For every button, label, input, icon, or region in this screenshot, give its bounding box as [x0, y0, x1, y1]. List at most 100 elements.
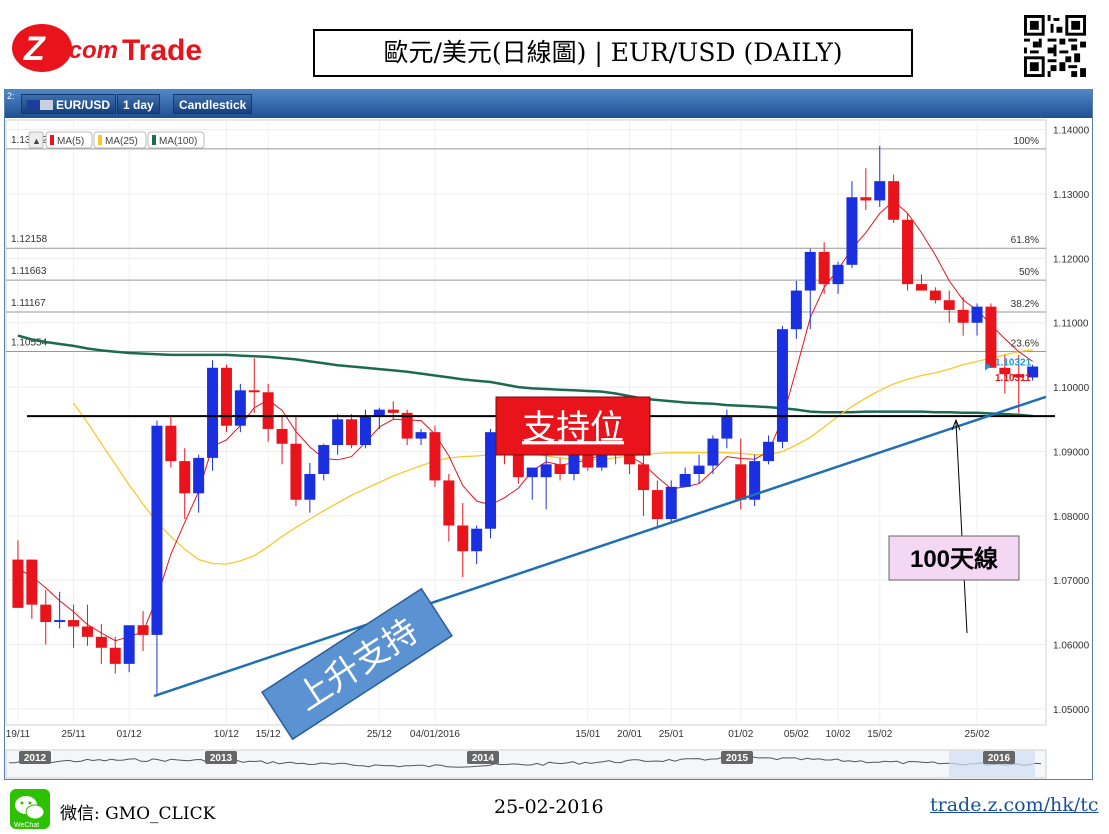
fib-level-label: 38.2%: [1011, 299, 1039, 310]
date-tick-label: 25/12: [367, 729, 392, 740]
moving-averages: [17, 200, 1033, 642]
candle-down: [957, 309, 969, 323]
collapse-arrow-icon: ▲: [32, 136, 41, 146]
legend-toggle-button[interactable]: [28, 131, 44, 149]
symbol-selector[interactable]: EUR/USD: [21, 94, 117, 114]
qr-code-icon: [1024, 15, 1086, 77]
navigator-series-line: [9, 756, 1042, 768]
candle-down: [512, 448, 524, 478]
price-tick-label: 1.08000: [1053, 512, 1090, 523]
navigator-year-label: 2012: [24, 753, 47, 764]
svg-text:.com: .com: [62, 37, 118, 64]
candle-down: [109, 647, 121, 664]
legend-ma25[interactable]: [93, 131, 147, 149]
navigator-year-badge: [19, 751, 51, 764]
price-tick-label: 1.05000: [1053, 705, 1090, 716]
callout-pointer: [955, 422, 968, 634]
price-tick-label: 1.12000: [1053, 254, 1090, 265]
candle-up: [373, 409, 385, 417]
legend-ma25-label: MA(25): [105, 136, 138, 147]
chart-toolbar: 2: EUR/USD 1 day Candlestick: [5, 90, 1092, 118]
support-label-box: [495, 396, 651, 456]
wechat-id: 微信: GMO_CLICK: [60, 804, 216, 824]
candlestick-chart: 1.13702100%1.1215861.8%1.1166350%1.11167…: [5, 119, 1090, 779]
price-tick-label: 1.13000: [1053, 190, 1090, 201]
date-tick-label: 25/02: [965, 729, 990, 740]
candle-up: [485, 432, 497, 529]
candle-down: [262, 392, 274, 429]
date-tick-label: 15/12: [256, 729, 281, 740]
candle-down: [651, 490, 663, 520]
zcom-trade-logo: Z .com Trade: [12, 24, 202, 72]
candle-down: [929, 290, 941, 301]
price-axis: 1.14000 1.13000 1.12000 1.11000 1.10000 1.090…: [1053, 126, 1090, 716]
candle-up: [332, 419, 344, 446]
candle-down: [915, 284, 927, 291]
candle-down: [40, 604, 52, 623]
chart-style-selector[interactable]: Candlestick: [173, 94, 253, 114]
date-tick-label: 15/01: [575, 729, 600, 740]
trendline-label-box: [261, 587, 453, 741]
candle-down: [902, 219, 914, 285]
price-tick-label: 1.06000: [1053, 641, 1090, 652]
candle-down: [290, 443, 302, 500]
footer-date: 25-02-2016: [494, 796, 604, 818]
candle-down: [401, 412, 413, 439]
legend-ma100-label: MA(100): [159, 136, 197, 147]
ma100-line: [17, 334, 1033, 418]
navigator-year-label: 2015: [726, 753, 749, 764]
symbol-label: EUR/USD: [56, 98, 111, 112]
candle-down: [179, 461, 191, 494]
fib-price-label: 1.11167: [11, 298, 46, 309]
date-tick-label: 25/01: [659, 729, 684, 740]
time-navigator[interactable]: 2012 2013 2014 2015 2016: [5, 749, 1047, 779]
navigator-year-label: 2014: [472, 753, 495, 764]
svg-text:Z: Z: [23, 30, 46, 68]
candle-down: [220, 367, 232, 426]
candle-down: [999, 367, 1011, 375]
fib-level-label: 61.8%: [1011, 235, 1039, 246]
toolbar-corner-label: 2:: [7, 91, 15, 101]
candle-down: [860, 197, 872, 201]
ma5-line: [17, 200, 1033, 642]
date-tick-label: 01/12: [117, 729, 142, 740]
fib-price-label: 1.11663: [11, 266, 47, 277]
date-axis: 19/11 25/11 01/12 10/12 15/12 25/12 04/01/2016…: [6, 729, 990, 740]
footer-link[interactable]: trade.z.com/hk/tc: [930, 794, 1099, 816]
date-tick-label: 04/01/2016: [410, 729, 460, 740]
eu-us-flag-icon: [27, 100, 53, 110]
candle-up: [304, 473, 316, 500]
price-tick-label: 1.11000: [1053, 319, 1089, 330]
navigator-year-badge: [467, 751, 499, 764]
fib-price-label: 1.12158: [11, 234, 48, 245]
candle-down: [429, 432, 441, 481]
interval-selector[interactable]: 1 day: [117, 94, 160, 114]
candle-up: [679, 473, 691, 487]
candle-up: [790, 290, 802, 330]
candle-down: [26, 559, 38, 605]
svg-text:WeChat: WeChat: [14, 822, 39, 829]
candle-up: [846, 197, 858, 265]
ma100-swatch: [152, 135, 156, 145]
candle-down: [387, 409, 399, 413]
price-tick-label: 1.09000: [1053, 447, 1090, 458]
support-label-text: 支持位: [522, 409, 624, 447]
navigator-year-badge: [983, 751, 1015, 764]
page-title: 歐元/美元(日線圖) | EUR/USD (DAILY): [313, 29, 913, 77]
price-tick-label: 1.14000: [1053, 126, 1090, 137]
candle-up: [749, 461, 761, 500]
date-tick-label: 25/11: [61, 729, 86, 740]
fib-level-label: 23.6%: [1011, 338, 1039, 349]
navigator-track: [5, 749, 1047, 779]
navigator-year-label: 2013: [210, 753, 233, 764]
legend-ma5[interactable]: [45, 131, 93, 149]
fib-level-label: 100%: [1013, 136, 1039, 147]
price-marker-icon: [985, 362, 991, 371]
navigator-year-badge: [721, 751, 753, 764]
navigator-year-label: 2016: [988, 753, 1011, 764]
candle-up: [721, 416, 733, 439]
legend-ma100[interactable]: [147, 131, 205, 149]
candle-up: [318, 445, 330, 474]
candle-down: [276, 428, 288, 444]
candle-down: [985, 306, 997, 368]
